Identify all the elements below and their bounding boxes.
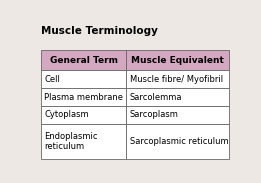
Bar: [41, 124, 126, 159]
Text: Muscle fibre/ Myofibril: Muscle fibre/ Myofibril: [130, 75, 223, 84]
Text: Muscle Equivalent: Muscle Equivalent: [131, 56, 224, 65]
Text: General Term: General Term: [50, 56, 117, 65]
Bar: [41, 106, 126, 124]
Text: Sarcolemma: Sarcolemma: [130, 93, 182, 102]
Bar: [126, 106, 229, 124]
Bar: [41, 88, 126, 106]
Bar: [126, 50, 229, 70]
Bar: [126, 88, 229, 106]
Bar: [126, 124, 229, 159]
Text: Cytoplasm: Cytoplasm: [44, 111, 89, 119]
Text: Plasma membrane: Plasma membrane: [44, 93, 123, 102]
Text: Sarcoplasm: Sarcoplasm: [130, 111, 179, 119]
Bar: [126, 70, 229, 88]
Text: Cell: Cell: [44, 75, 60, 84]
Bar: [41, 50, 126, 70]
Bar: [41, 70, 126, 88]
Text: Endoplasmic
reticulum: Endoplasmic reticulum: [44, 132, 98, 151]
Text: Muscle Terminology: Muscle Terminology: [41, 26, 158, 36]
Text: Sarcoplasmic reticulum: Sarcoplasmic reticulum: [130, 137, 229, 146]
